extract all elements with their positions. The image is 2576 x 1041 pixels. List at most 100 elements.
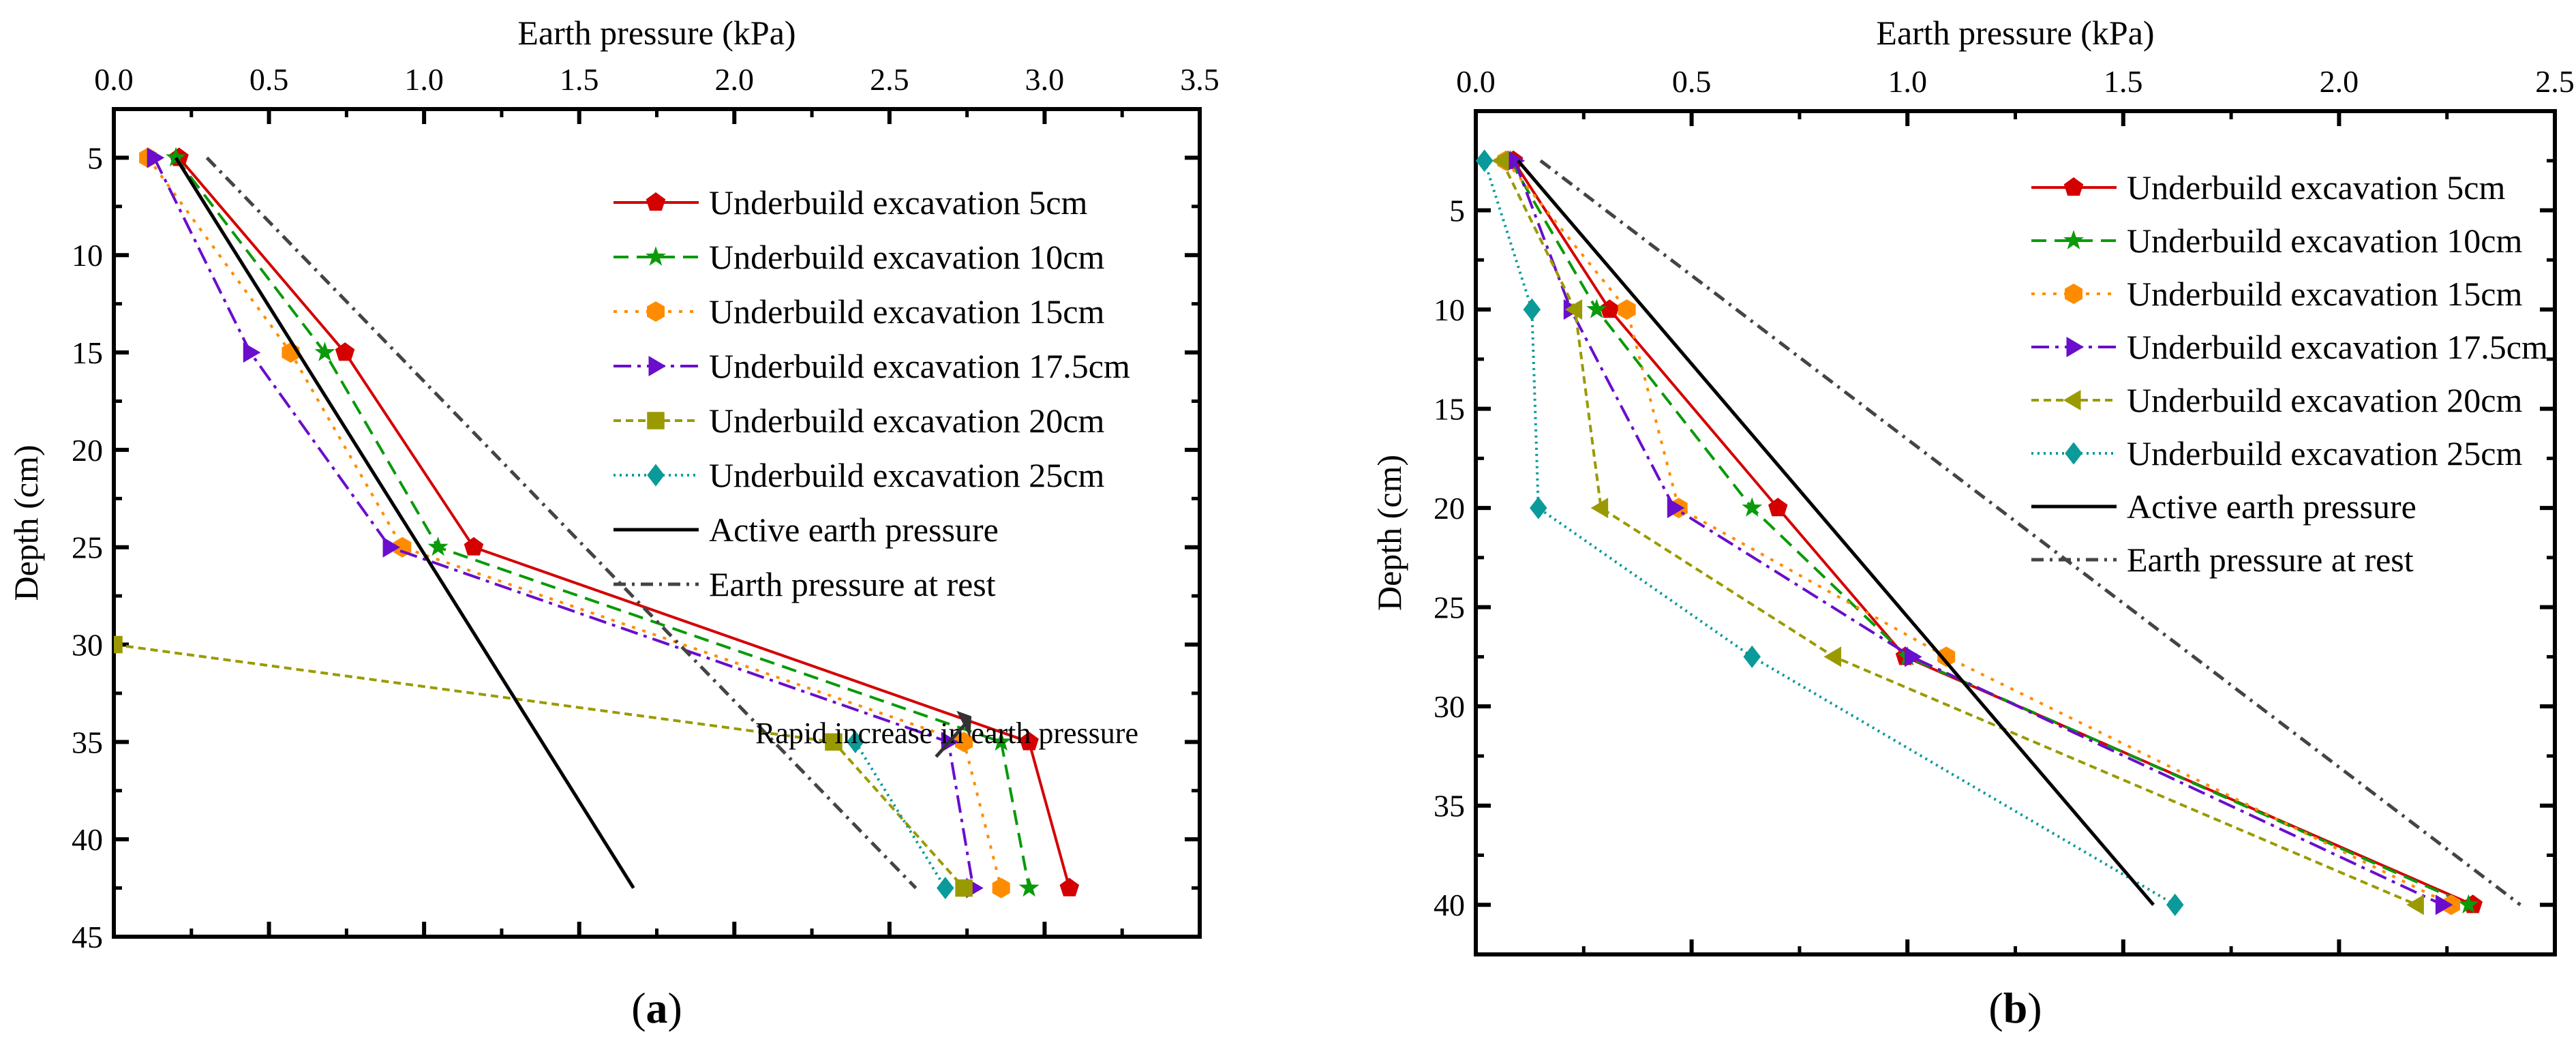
y-tick-label: 25 — [1434, 590, 1465, 625]
series-line — [1539, 159, 2521, 907]
series-underbuild-excavation-10cm — [1500, 150, 2479, 914]
data-point-star — [166, 147, 186, 167]
data-point-triangle-right — [1905, 646, 1922, 667]
legend-marker-diamond — [647, 464, 665, 487]
panel-label-letter: a — [646, 984, 668, 1032]
series-underbuild-excavation-10cm — [166, 147, 1040, 897]
series-underbuild-excavation-17-5cm — [1507, 150, 2453, 916]
series-line — [114, 643, 965, 889]
y-tick-label: 40 — [1434, 888, 1465, 922]
y-tick-label: 15 — [72, 335, 103, 370]
data-point-diamond — [1523, 298, 1541, 321]
data-point-star — [1742, 497, 1763, 517]
legend-marker-pentagon — [646, 192, 666, 211]
series-earth-pressure-at-rest — [205, 156, 918, 890]
data-point-triangle-left — [1564, 299, 1583, 320]
y-tick-label: 5 — [1449, 194, 1465, 228]
series-underbuild-excavation-20cm — [1491, 150, 2424, 916]
data-point-hexagon — [955, 731, 973, 753]
series-active-earth-pressure — [174, 157, 635, 889]
data-point-star — [990, 731, 1012, 751]
x-tick-label: 0.0 — [1456, 64, 1496, 99]
series-underbuild-excavation-25cm — [1476, 149, 2184, 916]
data-point-diamond — [937, 877, 954, 900]
legend-marker-triangle-left — [2063, 390, 2081, 410]
y-tick-label: 35 — [1434, 789, 1465, 824]
legend-marker-diamond — [2065, 442, 2082, 465]
data-point-triangle-left — [1823, 646, 1842, 667]
series-line — [1512, 160, 2474, 907]
data-point-star — [427, 537, 449, 556]
y-tick-label: 45 — [72, 920, 103, 954]
data-point-triangle-right — [243, 342, 261, 363]
data-point-pentagon — [335, 342, 355, 361]
data-point-star — [314, 342, 335, 361]
x-tick-label: 1.5 — [560, 62, 599, 97]
legend-label: Underbuild excavation 20cm — [2127, 381, 2522, 419]
panel-label-letter: b — [2003, 984, 2028, 1032]
series-line — [1500, 160, 2418, 907]
y-tick-label: 40 — [72, 822, 103, 857]
panel-label: (b) — [1988, 984, 2042, 1032]
legend-label: Active earth pressure — [2127, 487, 2416, 526]
series-line — [1509, 160, 2470, 907]
y-tick-label: 5 — [87, 140, 103, 175]
annotation-arrow-shaft — [935, 720, 969, 758]
data-point-diamond — [1476, 149, 1494, 172]
data-point-star — [1018, 877, 1040, 897]
data-point-square — [955, 879, 973, 897]
data-point-square — [825, 733, 843, 751]
data-point-hexagon — [1937, 646, 1956, 667]
y-tick-label: 15 — [1434, 392, 1465, 427]
y-axis-title: Depth (cm) — [1370, 455, 1408, 611]
series-underbuild-excavation-20cm — [114, 635, 973, 897]
x-tick-label: 1.0 — [404, 62, 444, 97]
data-point-diamond — [2166, 893, 2184, 916]
data-point-star — [2458, 894, 2479, 914]
legend-label: Earth pressure at rest — [709, 565, 996, 603]
series-earth-pressure-at-rest — [1539, 159, 2521, 907]
data-point-triangle-left — [1491, 150, 1509, 171]
panel-a: 0.0 0.5 1.0 1.5 2.0 2.5 3.0 3.5 5 10 15 20 25 30 35 40 4… — [7, 14, 1219, 1032]
data-point-diamond — [1530, 496, 1547, 519]
series-underbuild-excavation-5cm — [1503, 150, 2483, 914]
annotation-arrow-head — [956, 710, 972, 738]
y-tick-label: 25 — [72, 530, 103, 565]
x-axis-title: Earth pressure (kPa) — [517, 14, 795, 52]
series-line — [1517, 160, 2155, 906]
legend-label: Underbuild excavation 25cm — [2127, 434, 2522, 472]
panel-label-paren-open: ( — [631, 984, 646, 1032]
y-axis-title: Depth (cm) — [7, 444, 45, 601]
data-point-hexagon — [1618, 299, 1636, 320]
legend-marker-triangle-right — [2066, 337, 2084, 357]
x-tick-label: 3.0 — [1025, 62, 1065, 97]
data-point-triangle-left — [2406, 894, 2424, 916]
x-tick-label: 0.5 — [1672, 64, 1712, 99]
legend-label: Underbuild excavation 25cm — [709, 456, 1104, 494]
data-point-star — [1586, 299, 1607, 318]
series-underbuild-excavation-15cm — [1497, 150, 2460, 916]
series-line — [854, 741, 947, 889]
legend-label: Earth pressure at rest — [2127, 541, 2414, 579]
legend-label: Underbuild excavation 20cm — [709, 402, 1104, 440]
y-tick-label: 20 — [1434, 491, 1465, 526]
legend-marker-hexagon — [647, 301, 665, 322]
plot-frame — [112, 107, 1202, 939]
series-line — [205, 156, 918, 890]
series-line — [1504, 160, 2452, 907]
data-point-triangle-right — [1667, 498, 1685, 519]
data-point-triangle-right — [2435, 894, 2453, 916]
series-line — [1483, 160, 2176, 906]
data-point-pentagon — [1768, 498, 1788, 517]
data-point-square — [114, 635, 123, 654]
series-active-earth-pressure — [1517, 160, 2155, 906]
data-point-triangle-right — [1507, 150, 1525, 171]
y-tick-label: 30 — [1434, 689, 1465, 724]
x-tick-label: 0.5 — [249, 62, 289, 97]
legend-label: Underbuild excavation 10cm — [709, 238, 1104, 276]
legend-label: Underbuild excavation 5cm — [709, 183, 1087, 222]
data-point-triangle-right — [382, 537, 401, 558]
panel-b: 0.0 0.5 1.0 1.5 2.0 2.5 5 10 15 20 25 30 35 40 Earth p… — [1370, 14, 2575, 1032]
y-tick-label: 30 — [72, 628, 103, 663]
